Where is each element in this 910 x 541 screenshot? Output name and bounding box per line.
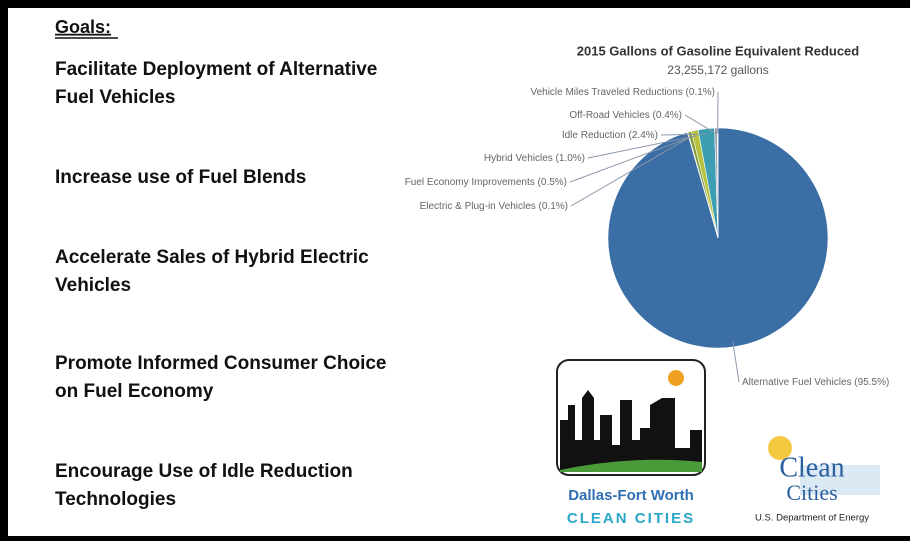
goal-text: Increase use of Fuel Blends <box>55 167 306 188</box>
slice-label: Hybrid Vehicles (1.0%) <box>484 153 585 164</box>
chart-subtitle: 23,255,172 gallons <box>667 63 768 77</box>
slice-category: Alternative Fuel Vehicles <box>742 377 852 388</box>
goals-heading: Goals: <box>55 17 111 37</box>
slice-category: Off-Road Vehicles <box>569 110 649 121</box>
goal-text: Technologies <box>55 489 176 510</box>
dfw-logo: Dallas-Fort Worth CLEAN CITIES <box>556 359 706 527</box>
logo-text: U.S. Department of Energy <box>755 513 869 524</box>
slice-category: Electric & Plug-in Vehicles <box>420 201 536 212</box>
slice-value-label: (0.1%) <box>686 87 715 98</box>
slice-category: Hybrid Vehicles <box>484 153 553 164</box>
slice-category: Fuel Economy Improvements <box>405 177 535 188</box>
clean-cities-logo: Clean Cities U.S. Department of Energy <box>755 436 880 524</box>
logo-text: Cities <box>786 480 837 505</box>
leader-line <box>587 135 696 159</box>
logo-sun <box>668 370 684 386</box>
slice-label: Idle Reduction (2.4%) <box>562 130 658 141</box>
slice-label: Electric & Plug-in Vehicles (0.1%) <box>420 201 568 212</box>
slice-label: Vehicle Miles Traveled Reductions (0.1%) <box>530 87 715 98</box>
goal-text: Fuel Vehicles <box>55 87 175 108</box>
pie: Alternative Fuel Vehicles (95.5%) Electri… <box>405 87 890 388</box>
slice-value-label: (0.4%) <box>653 110 682 121</box>
goal-text: on Fuel Economy <box>55 381 214 402</box>
slice-value-label: (0.5%) <box>538 177 567 188</box>
goal-text: Facilitate Deployment of Alternative <box>55 59 377 80</box>
slice-value-label: (2.4%) <box>629 130 658 141</box>
slice-value-label: (1.0%) <box>556 153 585 164</box>
chart-title: 2015 Gallons of Gasoline Equivalent Redu… <box>577 43 860 58</box>
leader-line <box>732 341 740 383</box>
slice-label: Off-Road Vehicles (0.4%) <box>569 110 682 121</box>
logo-sun <box>768 436 792 460</box>
leader-line <box>660 133 707 136</box>
logo-text: Clean <box>779 452 844 483</box>
goal-text: Accelerate Sales of Hybrid Electric <box>55 247 369 268</box>
logo-text: Dallas-Fort Worth <box>568 487 694 504</box>
goal-text: Promote Informed Consumer Choice <box>55 353 387 374</box>
logo-skyline <box>560 390 702 470</box>
goal-text: Vehicles <box>55 275 131 296</box>
logo-grass <box>560 459 702 472</box>
slice-label: Alternative Fuel Vehicles (95.5%) <box>742 377 889 388</box>
slice-category: Idle Reduction <box>562 130 626 141</box>
slice-value-label: (95.5%) <box>854 377 889 388</box>
slice-category: Vehicle Miles Traveled Reductions <box>530 87 682 98</box>
logo-text: CLEAN CITIES <box>567 510 695 527</box>
leader-line <box>569 136 692 183</box>
goals-list: Facilitate Deployment of Alternative Fuel… <box>55 59 387 510</box>
leader-line <box>684 114 717 134</box>
slice-label: Fuel Economy Improvements (0.5%) <box>405 177 567 188</box>
leader-line <box>570 137 690 207</box>
slice-value-label: (0.1%) <box>539 201 568 212</box>
goal-text: Encourage Use of Idle Reduction <box>55 461 353 482</box>
logo-backdrop <box>800 465 880 495</box>
